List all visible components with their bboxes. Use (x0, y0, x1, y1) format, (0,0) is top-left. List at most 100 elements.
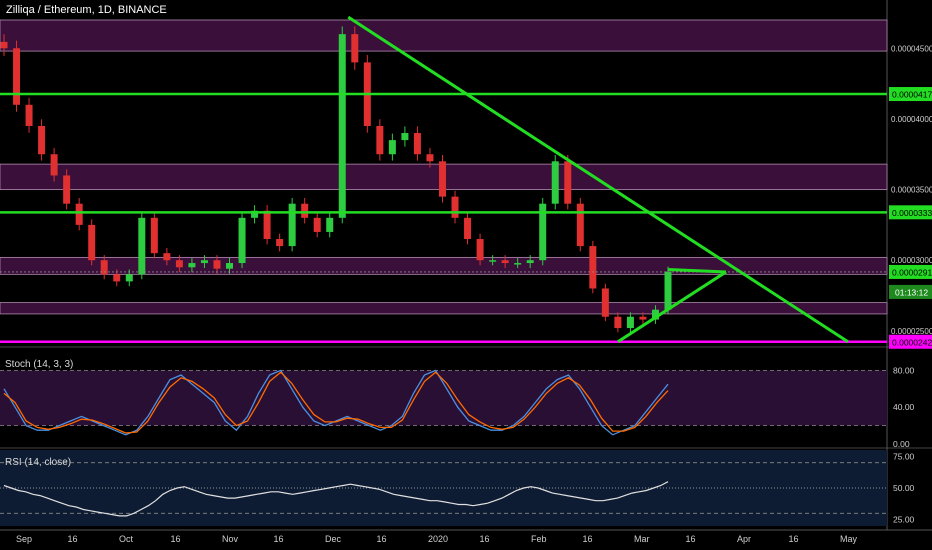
time-axis-tick: Mar (634, 534, 650, 544)
wedge-lower-line (617, 270, 727, 344)
time-axis-tick: 2020 (428, 534, 448, 544)
time-axis-tick: 16 (171, 534, 181, 544)
rsi-axis-tick: 50.00 (893, 483, 915, 493)
candle-body (138, 217, 146, 275)
time-axis-tick: 16 (274, 534, 284, 544)
candle-body (539, 203, 547, 261)
candle-body (13, 48, 21, 105)
candle-body (413, 133, 421, 155)
resistance-zone (0, 302, 888, 315)
candle-body (50, 154, 58, 176)
price-level-tag (889, 205, 932, 220)
candle-body (438, 161, 446, 197)
price-level-label: 0.00002917 (892, 267, 932, 277)
candle-body (426, 154, 434, 162)
candle-body (388, 140, 396, 155)
price-level-tag (889, 264, 932, 279)
price-level-label: 0.00002423 (892, 337, 932, 347)
candle-body (639, 316, 647, 320)
candle-body (564, 161, 572, 204)
resistance-zone (0, 19, 888, 52)
stoch-indicator-label: Stoch (14, 3, 3) (5, 359, 74, 370)
time-axis-tick: 16 (377, 534, 387, 544)
time-axis-tick: 16 (583, 534, 593, 544)
candle-body (163, 253, 171, 261)
price-axis-tick: 0.00002500 (891, 327, 932, 336)
candle-body (551, 161, 559, 204)
candle-body (150, 217, 158, 254)
stoch-axis-tick: 80.00 (893, 365, 915, 375)
time-axis-tick: Sep (16, 534, 32, 544)
candle-body (401, 133, 409, 141)
candle-body (476, 239, 484, 261)
candle-body (188, 263, 196, 268)
candle-body (464, 217, 472, 240)
stoch-band (0, 370, 887, 426)
candle-body (238, 217, 246, 264)
candle-body (576, 203, 584, 247)
candle-body (251, 210, 259, 218)
price-level-label: 0.00004176 (892, 90, 932, 100)
time-axis-tick: Nov (222, 534, 239, 544)
time-axis-tick: 16 (480, 534, 490, 544)
stoch-axis-tick: 40.00 (893, 402, 915, 412)
candle-body (175, 260, 183, 268)
rsi-axis-tick: 75.00 (893, 451, 915, 461)
time-axis-tick: 16 (789, 534, 799, 544)
candle-body (200, 260, 208, 264)
time-axis-tick: 16 (68, 534, 78, 544)
candle-body (451, 196, 459, 218)
candle-body (376, 125, 384, 155)
candle-body (113, 274, 121, 282)
rsi-indicator-label: RSI (14, close) (5, 457, 72, 468)
candle-body (489, 260, 497, 262)
candle-body (501, 260, 509, 264)
candle-body (226, 263, 234, 269)
time-axis-tick: Dec (325, 534, 342, 544)
candle-body (276, 239, 284, 247)
candle-body (651, 309, 659, 320)
candle-body (626, 316, 634, 329)
time-axis-tick: Feb (531, 534, 547, 544)
price-level-tag (889, 87, 932, 102)
candle-body (601, 288, 609, 317)
candle-body (125, 274, 133, 282)
price-level-tag (889, 334, 932, 349)
candle-body (526, 260, 534, 264)
candle-body (100, 260, 108, 275)
candle-body (338, 34, 346, 218)
candle-body (614, 316, 622, 329)
time-axis-tick: May (840, 534, 858, 544)
price-axis-tick: 0.00003500 (891, 186, 932, 195)
candle-body (263, 210, 271, 240)
descending-trendline (347, 15, 849, 344)
candle-body (213, 260, 221, 269)
candle-body (63, 175, 71, 204)
price-axis-tick: 0.00004000 (891, 115, 932, 124)
time-axis-tick: 16 (686, 534, 696, 544)
rsi-axis-tick: 25.00 (893, 515, 915, 525)
candle-body (75, 203, 83, 225)
time-axis-tick: Apr (737, 534, 751, 544)
rsi-line (3, 481, 669, 517)
candle-body (88, 224, 96, 261)
wedge-upper-line (667, 268, 727, 274)
price-axis-tick: 0.00003000 (891, 256, 932, 265)
candle-body (288, 203, 296, 247)
resistance-zone (0, 256, 888, 275)
countdown-tag (889, 284, 932, 299)
candle-body (0, 41, 8, 49)
candle-body (326, 217, 334, 232)
candle-body (664, 271, 672, 310)
stoch-axis-tick: 0.00 (893, 439, 910, 449)
stoch-k-line (3, 369, 669, 436)
candle-body (514, 263, 522, 265)
candle-body (38, 125, 46, 155)
candle-body (589, 246, 597, 289)
countdown-label: 01:13:12 (895, 287, 928, 297)
candle-body (301, 203, 309, 218)
candle-body (351, 34, 359, 63)
time-axis-tick: Oct (119, 534, 134, 544)
candle-body (25, 104, 33, 126)
